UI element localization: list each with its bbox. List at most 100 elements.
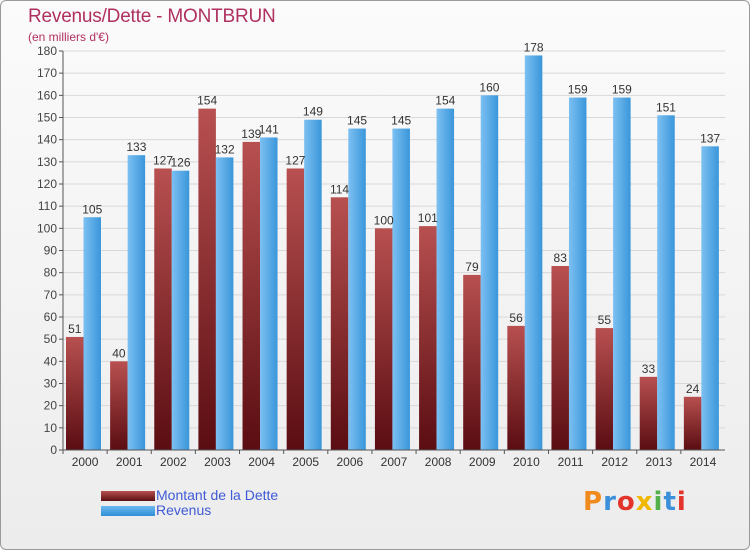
x-tick-label: 2013 [645,455,672,469]
x-tick-label: 2002 [160,455,187,469]
data-label-debt: 24 [686,382,700,396]
bar-debt [286,168,305,450]
bar-debt [110,361,128,450]
bar-revenue [657,115,675,451]
bar-debt [639,376,658,450]
x-tick-label: 2000 [72,455,99,469]
bar-debt [374,228,393,450]
data-label-debt: 100 [374,213,394,227]
data-label-debt: 56 [509,311,523,325]
y-tick-label: 50 [44,332,58,346]
legend-swatch-debt [101,491,155,501]
chart-subtitle: (en milliers d'€) [28,30,109,44]
bar-revenue [568,97,587,451]
x-tick-label: 2005 [292,455,319,469]
y-tick-label: 90 [44,244,58,258]
y-tick-label: 130 [37,155,57,169]
bar-revenue [348,128,366,450]
data-label-revenue: 105 [82,202,102,216]
data-label-debt: 101 [418,211,438,225]
x-tick-label: 2010 [513,455,540,469]
data-label-revenue: 145 [347,114,367,128]
y-axis-ticks: 0 10 20 30 40 50 60 70 80 90 100 110 120 130 140 150 160… [37,44,63,457]
x-tick-label: 2004 [248,455,275,469]
x-tick-label: 2012 [601,455,628,469]
y-tick-label: 100 [37,221,57,235]
data-label-revenue: 141 [259,122,279,136]
data-label-debt: 83 [554,251,568,265]
x-tick-label: 2009 [469,455,496,469]
logo-letter: r [603,487,617,517]
data-label-revenue: 178 [524,40,544,54]
x-axis-ticks: 2000 2001 2002 2003 2004 2005 2006 2007 2008 2009… [62,450,717,469]
bar-debt [507,325,525,450]
logo-letter: i [676,487,687,517]
bar-revenue [127,155,146,450]
data-label-debt: 114 [330,182,349,196]
data-label-debt: 51 [68,322,82,336]
bars [66,55,719,451]
y-tick-label: 60 [44,310,58,324]
bar-debt [154,168,172,450]
data-label-debt: 127 [285,153,305,167]
bar-revenue [83,217,101,450]
bar-revenue [524,55,543,450]
data-label-revenue: 160 [479,80,499,94]
x-tick-label: 2006 [337,455,364,469]
bar-revenue [613,97,631,451]
x-tick-label: 2001 [116,455,143,469]
data-label-debt: 33 [642,362,656,376]
logo-letter: i [653,487,664,517]
data-label-revenue: 133 [126,140,146,154]
data-label-revenue: 151 [656,100,676,114]
y-tick-label: 180 [37,44,57,58]
data-label-revenue: 159 [568,83,588,97]
data-label-debt: 40 [112,346,126,360]
y-tick-label: 170 [37,66,57,80]
y-tick-label: 30 [44,377,58,391]
x-tick-label: 2007 [381,455,408,469]
data-label-revenue: 137 [700,131,720,145]
logo-letter: P [583,487,604,517]
y-tick-label: 20 [44,399,58,413]
x-tick-label: 2003 [204,455,231,469]
data-label-revenue: 126 [171,156,191,170]
logo-letter: o [616,487,636,517]
data-label-debt: 139 [241,127,261,141]
bar-revenue [215,157,234,450]
bar-debt [242,141,261,450]
bar-revenue [304,119,322,450]
x-tick-label: 2008 [425,455,452,469]
logo-letter: x [635,487,654,517]
y-tick-label: 70 [44,288,58,302]
y-tick-label: 40 [44,354,58,368]
y-tick-label: 120 [37,177,57,191]
legend-swatch-revenue [101,506,155,516]
bar-debt [330,197,349,450]
y-tick-label: 0 [50,443,57,457]
bar-debt [419,226,437,450]
y-tick-label: 140 [37,133,57,147]
data-label-revenue: 159 [612,83,632,97]
chart-title: Revenus/Dette - MONTBRUN [28,6,276,27]
bar-revenue [171,170,190,450]
bar-revenue [392,128,410,450]
data-label-revenue: 149 [303,105,323,119]
bar-revenue [260,137,278,450]
data-label-debt: 79 [465,260,479,274]
bar-revenue [436,108,455,450]
y-tick-label: 80 [44,266,58,280]
x-tick-label: 2011 [558,455,584,469]
x-tick-label: 2014 [690,455,717,469]
bar-revenue [701,146,719,451]
bar-debt [551,266,569,450]
y-tick-label: 150 [37,111,57,125]
bar-debt [198,108,216,450]
y-tick-label: 10 [44,421,58,435]
bar-debt [683,396,702,450]
data-label-debt: 154 [197,94,217,108]
legend-label-debt: Montant de la Dette [156,487,279,503]
data-labels: 5110540133127126154132139141127149114145… [68,40,720,395]
